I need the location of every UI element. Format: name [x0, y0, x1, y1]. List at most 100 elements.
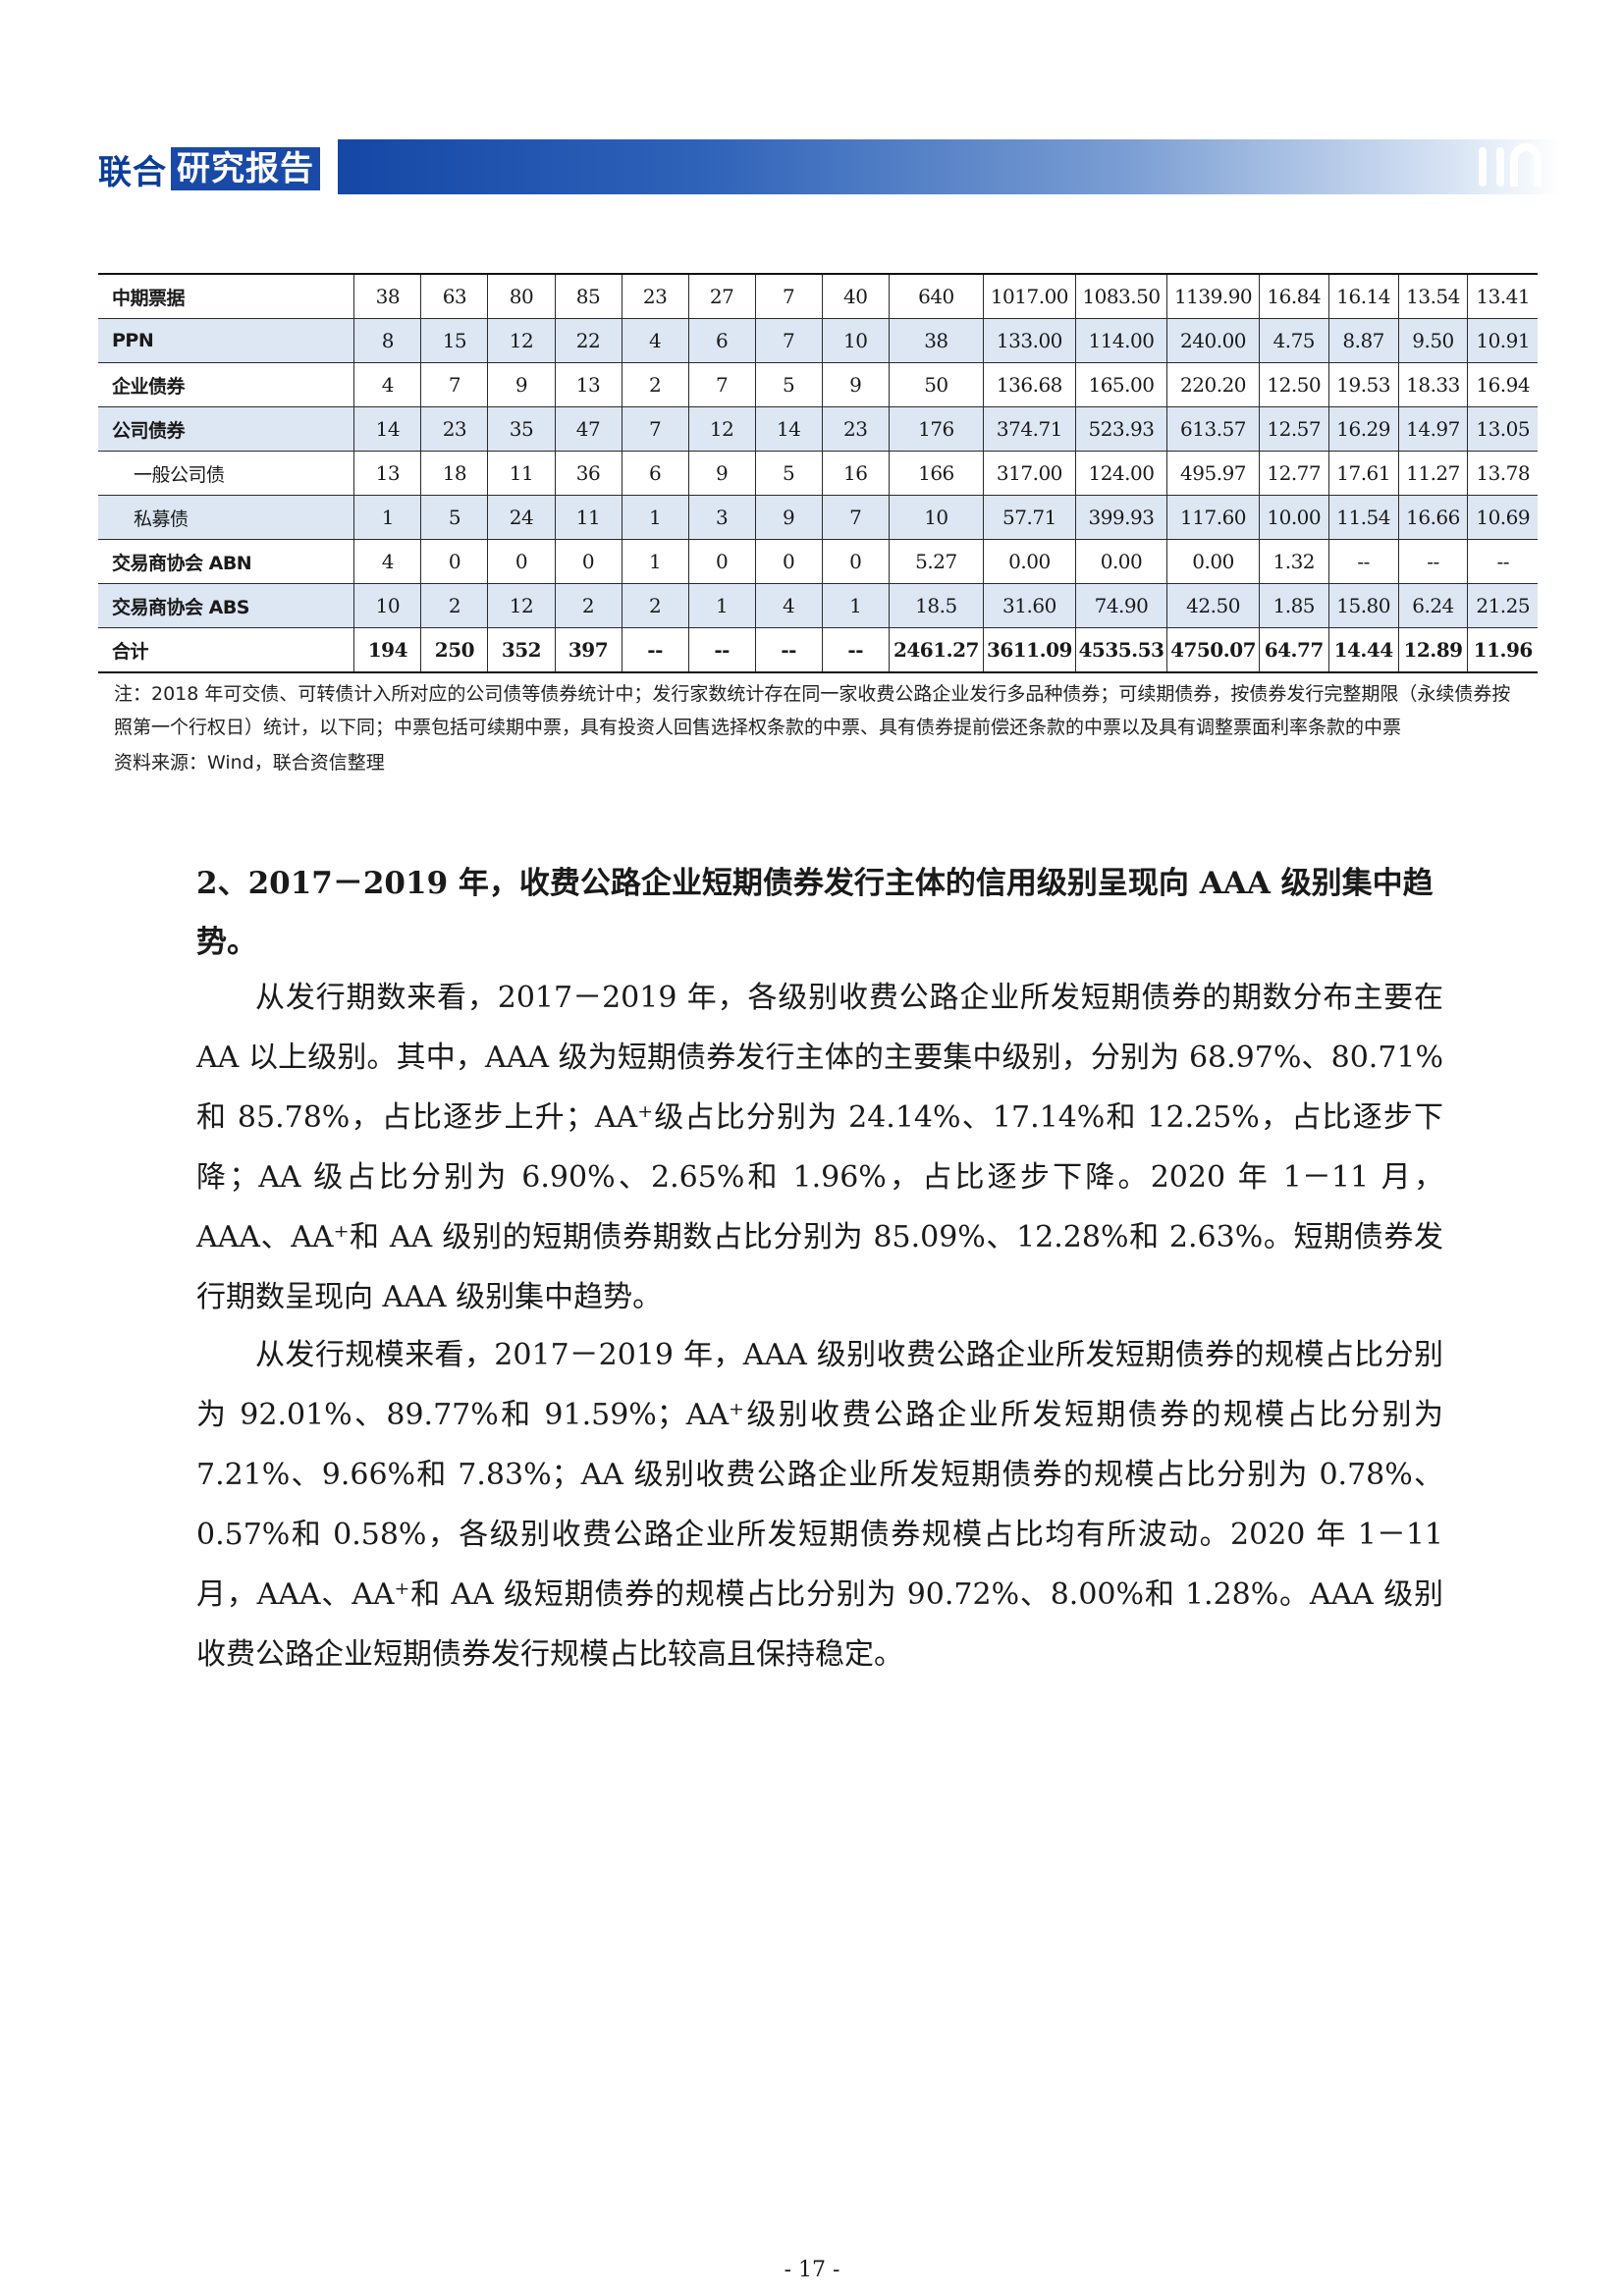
table-cell: 8 — [353, 318, 422, 363]
table-cell: 136.68 — [983, 362, 1076, 407]
table-cell: 63 — [420, 273, 489, 319]
table-row: 交易商协会 ABS 10 2 12 2 2 1 4 1 18.5 31.60 74.90 42.50 1.… — [98, 583, 1538, 628]
table-cell: 18.33 — [1397, 362, 1469, 407]
table-cell: 240.00 — [1166, 318, 1260, 363]
bond-issuance-table: 中期票据 38 63 80 85 23 27 7 40 640 1017.00 1083.50 1139… — [98, 273, 1538, 673]
table-cell: 194 — [353, 627, 422, 673]
table-cell: 7 — [420, 362, 489, 407]
table-cell: 9 — [687, 451, 756, 496]
section-heading-text: 2017－2019 年，收费公路企业短期债券发行主体的信用级别呈现向 AAA 级… — [196, 866, 1434, 960]
table-cell: 133.00 — [983, 318, 1076, 363]
table-cell: 6 — [621, 451, 689, 496]
page-header: 联合 研究报告 — [98, 139, 1561, 194]
table-cell: 50 — [888, 362, 985, 407]
table-footnote: 注：2018 年可交债、可转债计入所对应的公司债等债券统计中；发行家数统计存在同… — [114, 683, 1511, 738]
row-label: 公司债券 — [98, 406, 355, 452]
table-cell: -- — [1467, 539, 1538, 584]
table-cell: 5 — [754, 451, 823, 496]
table-notes: 注：2018 年可交债、可转债计入所对应的公司债等债券统计中；发行家数统计存在同… — [114, 677, 1528, 779]
table-cell: 11 — [487, 451, 556, 496]
table-cell: 10 — [353, 583, 422, 628]
table-cell: 13.78 — [1467, 451, 1538, 496]
table-cell: 523.93 — [1074, 406, 1168, 452]
table-cell: 3611.09 — [983, 627, 1076, 673]
table-cell: 24 — [487, 495, 556, 540]
table-cell: 12.77 — [1258, 451, 1329, 496]
table-cell: 35 — [487, 406, 556, 452]
table-cell: 11 — [554, 495, 623, 540]
row-label: 企业债券 — [98, 362, 355, 407]
paragraph-issuance-scale: 从发行规模来看，2017－2019 年，AAA 级别收费公路企业所发短期债券的规… — [196, 1338, 1443, 1672]
table-cell: 38 — [353, 273, 422, 319]
section-heading: 2、2017－2019 年，收费公路企业短期债券发行主体的信用级别呈现向 AAA… — [196, 854, 1443, 972]
table-cell: 16.14 — [1327, 273, 1399, 319]
table-cell: 1 — [821, 583, 890, 628]
table-row: 中期票据 38 63 80 85 23 27 7 40 640 1017.00 1083.50 1139… — [98, 273, 1538, 319]
table-cell: 10 — [888, 495, 985, 540]
table-cell: 10 — [821, 318, 890, 363]
data-source: 资料来源：Wind，联合资信整理 — [114, 752, 385, 774]
table-cell: 12.57 — [1258, 406, 1329, 452]
table-cell: 85 — [554, 273, 623, 319]
table-cell: 18 — [420, 451, 489, 496]
table-cell: 3 — [687, 495, 756, 540]
table-cell: 250 — [420, 627, 489, 673]
table-cell: 31.60 — [983, 583, 1076, 628]
table-cell: 0 — [821, 539, 890, 584]
table-cell: 4750.07 — [1166, 627, 1260, 673]
table-cell: 1 — [353, 495, 422, 540]
table-cell: -- — [1327, 539, 1399, 584]
table-cell: -- — [1397, 539, 1469, 584]
table-cell: 2 — [554, 583, 623, 628]
table-cell: 0 — [754, 539, 823, 584]
table-cell: 2 — [420, 583, 489, 628]
table-cell: 1 — [621, 495, 689, 540]
table-row: 合计 194 250 352 397 -- -- -- -- 2461.27 3611.09 4535… — [98, 627, 1538, 673]
table-cell: 0.00 — [1074, 539, 1168, 584]
table-cell: 2461.27 — [888, 627, 985, 673]
table-cell: 12.89 — [1397, 627, 1469, 673]
logo-text-part1: 联合 — [98, 152, 167, 192]
table-cell: 1.85 — [1258, 583, 1329, 628]
table-cell: 6.24 — [1397, 583, 1469, 628]
section-heading-number: 2、 — [196, 866, 248, 901]
header-gradient-band — [338, 139, 1561, 194]
table-cell: 166 — [888, 451, 985, 496]
table-cell: 16 — [821, 451, 890, 496]
table-cell: 80 — [487, 273, 556, 319]
row-label: 私募债 — [98, 495, 355, 540]
row-label: 中期票据 — [98, 273, 355, 319]
table-cell: 2 — [621, 362, 689, 407]
table-cell: 23 — [420, 406, 489, 452]
table-cell: 1.32 — [1258, 539, 1329, 584]
table-cell: 0.00 — [983, 539, 1076, 584]
table-cell: 10.00 — [1258, 495, 1329, 540]
table-cell: 11.96 — [1467, 627, 1538, 673]
table-cell: 23 — [821, 406, 890, 452]
table-cell: 495.97 — [1166, 451, 1260, 496]
table-cell: 23 — [621, 273, 689, 319]
table-cell: 12.50 — [1258, 362, 1329, 407]
table-cell: 0 — [487, 539, 556, 584]
table-cell: 1 — [621, 539, 689, 584]
logo-text-part2: 研究报告 — [171, 147, 320, 190]
table-cell: 12 — [687, 406, 756, 452]
table-cell: 0 — [687, 539, 756, 584]
table-cell: 9 — [821, 362, 890, 407]
table-cell: 4535.53 — [1074, 627, 1168, 673]
table-cell: 18.5 — [888, 583, 985, 628]
table-cell: 124.00 — [1074, 451, 1168, 496]
table-cell: 5 — [754, 362, 823, 407]
table-cell: 13.41 — [1467, 273, 1538, 319]
table-cell: 317.00 — [983, 451, 1076, 496]
table-row: 交易商协会 ABN 4 0 0 0 1 0 0 0 5.27 0.00 0.00 0.00 1.32 -- -… — [98, 539, 1538, 584]
table-cell: 114.00 — [1074, 318, 1168, 363]
logo: 联合 研究报告 — [98, 147, 320, 192]
table-cell: 5.27 — [888, 539, 985, 584]
table-cell: 9 — [754, 495, 823, 540]
table-cell: 47 — [554, 406, 623, 452]
table-cell: 4 — [621, 318, 689, 363]
table-cell: 40 — [821, 273, 890, 319]
row-label: 交易商协会 ABS — [98, 583, 355, 628]
table-cell: 8.87 — [1327, 318, 1399, 363]
